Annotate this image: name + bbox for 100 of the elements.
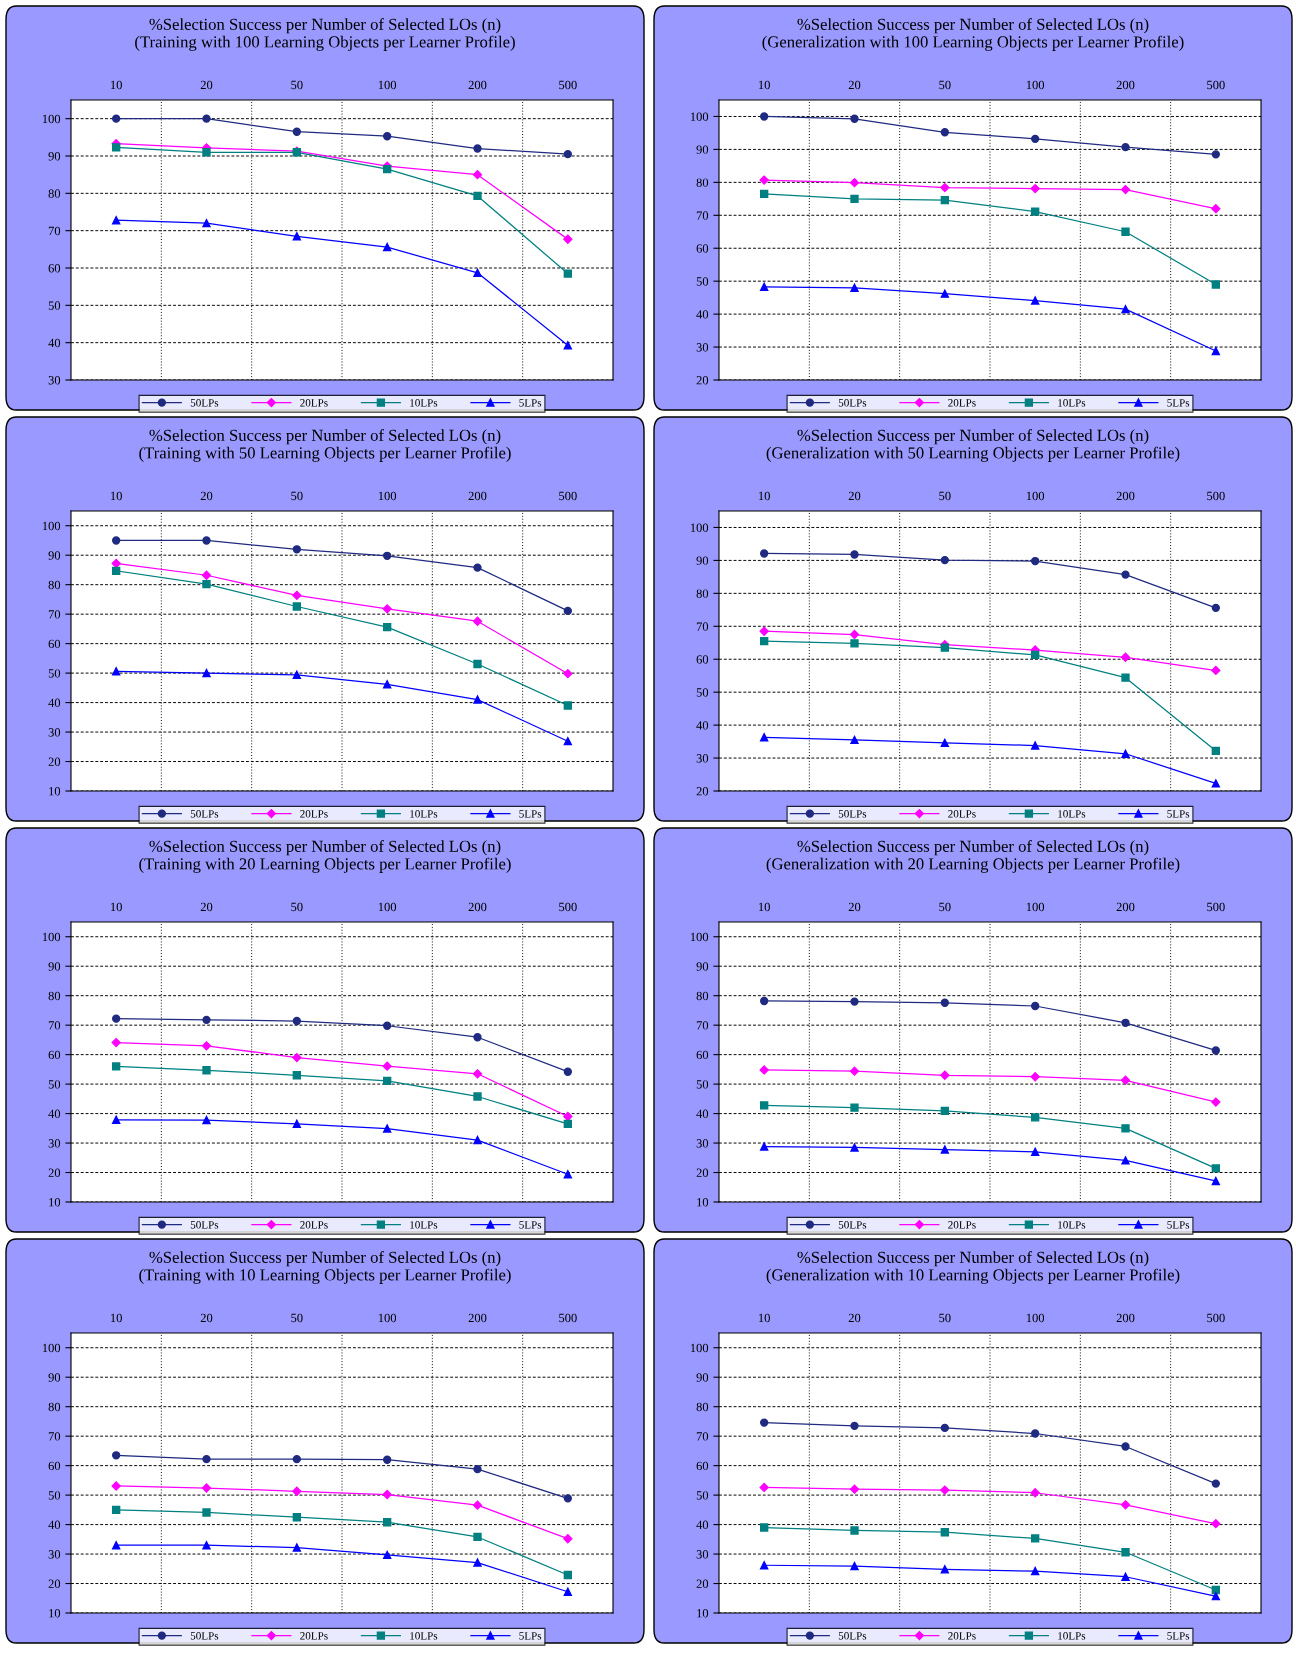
x-tick-label: 10 bbox=[111, 491, 122, 501]
y-tick-label: 40 bbox=[696, 1109, 709, 1119]
legend-label: 10LPs bbox=[410, 1221, 438, 1229]
y-tick-label: 40 bbox=[696, 721, 709, 730]
legend-label: 5LPs bbox=[1167, 399, 1190, 407]
y-tick-label: 90 bbox=[696, 962, 709, 971]
y-tick-label: 60 bbox=[48, 1461, 61, 1471]
y-tick-label: 40 bbox=[48, 1520, 61, 1530]
x-tick-label: 10 bbox=[111, 80, 122, 90]
y-tick-label: 20 bbox=[696, 376, 709, 385]
y-tick-label: 70 bbox=[696, 1432, 709, 1441]
y-tick-label: 20 bbox=[48, 757, 61, 766]
legend-label: 20LPs bbox=[300, 1221, 328, 1229]
legend-label: 5LPs bbox=[1167, 1221, 1190, 1229]
x-tick-label: 20 bbox=[848, 80, 861, 90]
y-tick-label: 30 bbox=[48, 376, 61, 385]
x-tick-label: 50 bbox=[939, 1313, 951, 1323]
y-tick-label: 40 bbox=[696, 310, 709, 319]
y-tick-label: 10 bbox=[697, 1198, 709, 1207]
y-tick-label: 30 bbox=[696, 343, 709, 352]
y-tick-label: 100 bbox=[690, 523, 709, 532]
x-tick-label: 20 bbox=[848, 1313, 861, 1323]
legend-label: 5LPs bbox=[519, 1632, 542, 1640]
y-tick-label: 70 bbox=[48, 610, 61, 619]
legend-label: 20LPs bbox=[300, 810, 328, 818]
y-tick-label: 50 bbox=[696, 1080, 709, 1089]
y-tick-label: 20 bbox=[696, 1579, 709, 1588]
x-tick-label: 100 bbox=[1026, 80, 1045, 90]
y-tick-label: 90 bbox=[696, 1373, 709, 1382]
y-tick-label: 100 bbox=[690, 112, 709, 121]
x-tick-label: 200 bbox=[1116, 1313, 1135, 1323]
x-tick-label: 10 bbox=[759, 80, 770, 90]
y-tick-label: 80 bbox=[696, 178, 709, 187]
x-tick-label: 50 bbox=[939, 902, 951, 912]
x-tick-label: 50 bbox=[291, 1313, 303, 1323]
y-tick-label: 60 bbox=[696, 244, 709, 253]
y-tick-label: 90 bbox=[696, 556, 709, 565]
legend-label: 20LPs bbox=[948, 399, 976, 407]
y-tick-label: 60 bbox=[696, 1461, 709, 1471]
x-tick-label: 500 bbox=[1207, 1313, 1225, 1323]
y-tick-label: 30 bbox=[48, 728, 61, 737]
legend-label: 50LPs bbox=[190, 399, 219, 407]
x-tick-label: 200 bbox=[468, 1313, 487, 1323]
legend-label: 50LPs bbox=[190, 810, 219, 818]
legend-label: 20LPs bbox=[300, 1632, 328, 1640]
y-tick-label: 100 bbox=[42, 1343, 61, 1353]
y-tick-label: 30 bbox=[696, 1139, 709, 1148]
y-tick-label: 90 bbox=[48, 962, 61, 971]
y-tick-label: 50 bbox=[696, 1491, 709, 1500]
y-tick-label: 40 bbox=[48, 1109, 61, 1119]
y-tick-label: 100 bbox=[42, 521, 61, 531]
y-tick-label: 60 bbox=[48, 639, 61, 649]
legend-label: 10LPs bbox=[410, 399, 438, 407]
x-tick-label: 500 bbox=[559, 491, 577, 501]
y-tick-label: 90 bbox=[696, 145, 709, 154]
legend-label: 10LPs bbox=[410, 810, 438, 818]
x-tick-label: 200 bbox=[468, 902, 487, 912]
x-tick-label: 200 bbox=[1116, 491, 1135, 501]
chart-title: %Selection Success per Number of Selected LOs (n) (Training with 50 Learning Objects per Learner Profile) bbox=[139, 429, 511, 462]
legend-label: 20LPs bbox=[300, 399, 328, 407]
y-tick-label: 80 bbox=[48, 189, 61, 198]
y-tick-label: 90 bbox=[48, 1373, 61, 1382]
x-tick-label: 20 bbox=[200, 902, 213, 912]
y-tick-label: 50 bbox=[48, 301, 61, 310]
y-tick-label: 10 bbox=[49, 1609, 61, 1618]
y-tick-label: 20 bbox=[696, 1168, 709, 1177]
y-tick-label: 70 bbox=[48, 226, 61, 236]
x-tick-label: 10 bbox=[759, 1313, 770, 1323]
y-tick-label: 50 bbox=[48, 1080, 61, 1089]
y-tick-label: 80 bbox=[48, 991, 61, 1001]
x-tick-label: 200 bbox=[1116, 80, 1135, 90]
legend-label: 5LPs bbox=[519, 399, 542, 407]
x-tick-label: 100 bbox=[1026, 491, 1045, 501]
y-tick-label: 20 bbox=[48, 1579, 61, 1588]
x-tick-label: 100 bbox=[378, 491, 397, 501]
legend-label: 10LPs bbox=[1058, 399, 1086, 407]
y-tick-label: 90 bbox=[48, 551, 61, 560]
y-tick-label: 100 bbox=[42, 932, 61, 942]
y-tick-label: 40 bbox=[696, 1520, 709, 1530]
x-tick-label: 10 bbox=[759, 491, 770, 501]
legend-label: 50LPs bbox=[190, 1632, 219, 1640]
y-tick-label: 100 bbox=[690, 932, 709, 942]
y-tick-label: 30 bbox=[696, 754, 709, 763]
legend-label: 5LPs bbox=[1167, 810, 1190, 818]
y-tick-label: 80 bbox=[48, 580, 61, 590]
x-tick-label: 500 bbox=[1207, 80, 1225, 90]
chart-title: %Selection Success per Number of Selected LOs (n) (Generalization with 100 Learning Objects per Learner Profile) bbox=[762, 18, 1184, 51]
legend-label: 5LPs bbox=[519, 810, 542, 818]
x-tick-label: 100 bbox=[378, 902, 397, 912]
x-tick-label: 500 bbox=[559, 1313, 577, 1323]
x-tick-label: 500 bbox=[559, 80, 577, 90]
x-tick-label: 200 bbox=[1116, 902, 1135, 912]
y-tick-label: 50 bbox=[696, 277, 709, 286]
y-tick-label: 70 bbox=[696, 1021, 709, 1030]
legend-label: 50LPs bbox=[838, 1632, 867, 1640]
y-tick-label: 90 bbox=[48, 152, 61, 161]
legend-label: 20LPs bbox=[948, 1221, 976, 1229]
y-tick-label: 30 bbox=[48, 1550, 61, 1559]
x-tick-label: 20 bbox=[848, 902, 861, 912]
y-tick-label: 20 bbox=[48, 1168, 61, 1177]
